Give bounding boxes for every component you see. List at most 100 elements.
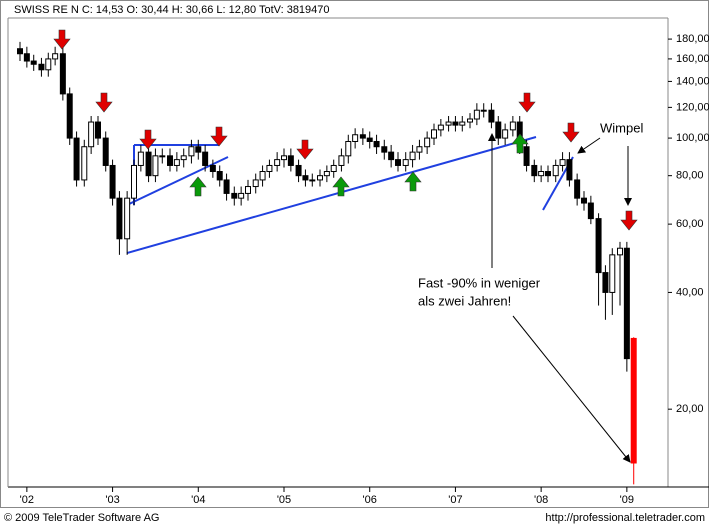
candle-body xyxy=(45,58,52,71)
candle-body xyxy=(488,109,495,123)
candle-body xyxy=(167,155,173,166)
candle-body xyxy=(509,121,516,131)
candle-body xyxy=(30,60,37,65)
candle-body xyxy=(402,159,409,166)
y-tick-label: 60,00 xyxy=(676,218,704,230)
candle-body xyxy=(352,134,359,142)
y-tick-label: 180,00 xyxy=(676,33,709,45)
candle-body xyxy=(366,137,373,142)
candle-body xyxy=(467,118,473,123)
x-tick-label: '09 xyxy=(620,494,634,506)
red-arrow xyxy=(296,139,314,160)
candle-body xyxy=(137,151,144,166)
candle-body xyxy=(245,186,251,194)
candle-body xyxy=(180,155,187,161)
candle-body xyxy=(252,179,259,188)
green-arrow xyxy=(511,133,529,154)
candle-body xyxy=(231,192,238,199)
candle-body xyxy=(109,164,116,199)
candle-body xyxy=(359,134,366,139)
candle-body xyxy=(323,171,330,177)
candle-body xyxy=(81,146,88,181)
candle-body xyxy=(131,164,137,199)
y-tick-label: 140,00 xyxy=(676,75,709,87)
candle-body xyxy=(223,179,230,194)
y-tick-label: 120,00 xyxy=(676,101,709,113)
candle-body xyxy=(102,137,109,166)
candle-body xyxy=(445,121,452,126)
candle-body xyxy=(59,53,66,95)
candle-body xyxy=(259,171,266,181)
pointer-arrow xyxy=(577,137,601,154)
chart-title: SWISS RE N C: 14,53 O: 30,44 H: 30,66 L:… xyxy=(14,4,330,16)
red-arrow xyxy=(518,92,536,113)
candle-body xyxy=(145,151,152,177)
y-tick-label: 160,00 xyxy=(676,53,709,65)
candle-body xyxy=(52,53,59,60)
candle-body xyxy=(424,137,431,148)
candle-body xyxy=(566,159,573,181)
candle-body xyxy=(274,159,281,166)
candle-body xyxy=(216,171,223,181)
green-arrow xyxy=(404,171,422,192)
green-arrow xyxy=(332,176,350,197)
pointer-arrow xyxy=(512,315,631,463)
red-arrow xyxy=(562,122,580,143)
candle-body xyxy=(623,247,630,360)
candle-body xyxy=(581,197,587,204)
candle-body xyxy=(188,146,195,157)
candle-body xyxy=(73,137,80,181)
candle-body xyxy=(202,151,209,166)
red-arrow xyxy=(210,126,228,147)
candle-body xyxy=(159,155,166,158)
candle-body xyxy=(502,129,509,139)
candle-body xyxy=(552,164,559,177)
candle-body xyxy=(17,48,23,55)
candle-body xyxy=(609,254,616,293)
x-tick-label: '05 xyxy=(277,494,291,506)
candle-body xyxy=(459,121,466,126)
annotation: Fast -90% in weniger xyxy=(418,275,541,290)
candle-body xyxy=(538,171,545,177)
candle-body xyxy=(595,218,602,274)
candle-body xyxy=(388,151,395,161)
candle-body xyxy=(495,121,502,139)
candle-body xyxy=(38,63,45,71)
x-tick-label: '08 xyxy=(534,494,548,506)
candle-body xyxy=(66,93,73,139)
candle-body xyxy=(302,175,309,181)
candle-body xyxy=(587,202,594,220)
candle-body xyxy=(345,140,352,157)
candle-body xyxy=(281,155,287,161)
footer-left: © 2009 TeleTrader Software AG xyxy=(4,512,159,524)
y-tick-label: 80,00 xyxy=(676,170,704,182)
red-arrow xyxy=(139,129,157,150)
candle-body xyxy=(209,164,216,173)
candle-body xyxy=(531,164,538,177)
candle-body xyxy=(295,164,302,177)
candle-body xyxy=(431,129,437,139)
y-tick-label: 100,00 xyxy=(676,132,709,144)
candle-body xyxy=(173,159,180,166)
candle-body xyxy=(395,159,401,166)
candle-body xyxy=(473,109,480,120)
candle-body xyxy=(381,146,388,153)
frame xyxy=(0,0,709,508)
candle-body xyxy=(330,164,337,173)
red-arrow xyxy=(95,92,113,113)
candle-body xyxy=(287,155,294,166)
candle-body xyxy=(523,146,530,166)
x-tick-label: '04 xyxy=(191,494,205,506)
trend-line xyxy=(126,136,537,254)
candle-body xyxy=(373,140,380,148)
x-tick-label: '07 xyxy=(448,494,462,506)
candle-body xyxy=(559,159,566,166)
annotation: als zwei Jahren! xyxy=(418,293,511,308)
red-arrow xyxy=(620,210,638,231)
green-arrow xyxy=(189,176,207,197)
candle-body xyxy=(124,197,131,240)
candle-body xyxy=(630,337,637,464)
candle-body xyxy=(409,151,416,161)
